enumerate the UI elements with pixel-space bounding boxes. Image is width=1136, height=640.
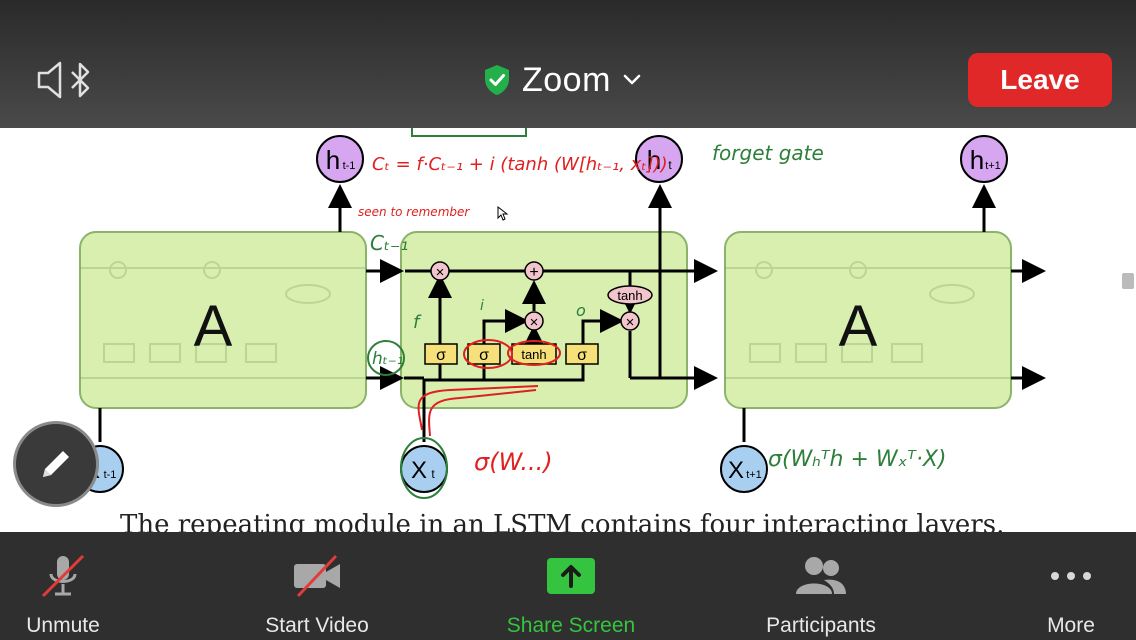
annotation-sigma-w: σ(W...) [474,448,553,476]
meeting-title[interactable]: Zoom [482,58,643,102]
annotate-pen-button[interactable] [13,421,99,507]
gate-forget: σ [436,347,446,364]
svg-text:t-1: t-1 [343,160,356,172]
svg-text:X: X [728,457,744,484]
participants-icon [796,557,846,594]
start-video-button[interactable]: Start Video [256,532,378,640]
pencil-icon [43,451,69,477]
mouse-cursor-icon [497,205,509,221]
op-forget-mult: × [436,264,445,281]
scroll-indicator[interactable] [1122,273,1134,289]
share-screen-button[interactable]: Share Screen [506,532,636,640]
speaker-bluetooth-icon[interactable] [36,60,96,100]
share-screen-label: Share Screen [506,614,636,637]
svg-text:t: t [431,467,435,481]
leave-button[interactable]: Leave [968,53,1112,107]
shield-check-icon [485,65,509,95]
op-input-mult: × [530,314,539,331]
cell-center [400,231,688,409]
more-label: More [1047,614,1095,637]
chevron-down-icon[interactable] [621,73,643,87]
video-camera-off-icon [294,554,340,598]
shared-screen: A A [0,128,1136,532]
node-x-cur: X t [400,445,448,493]
node-h-prev: h t-1 [316,135,364,183]
annotation-i: i [480,298,484,314]
microphone-muted-icon [41,554,85,598]
annotation-h-t1: hₜ₋₁ [372,349,404,369]
node-h-cur: h t [635,135,683,183]
annotation-c-prev: Cₜ₋₁ [370,231,408,255]
annotation-cell-equation: Cₜ = f·Cₜ₋₁ + i (tanh (W[hₜ₋₁, xₜ])) [372,154,668,175]
meeting-toolbar: Unmute Start Video Share Screen [0,532,1136,640]
more-dots-icon [1051,572,1091,580]
more-button[interactable]: More [1036,532,1106,640]
svg-text:h: h [970,145,984,175]
node-h-next: h t+1 [960,135,1008,183]
meeting-header: Zoom Leave [0,0,1136,128]
svg-text:h: h [647,145,661,175]
svg-text:t: t [668,158,672,172]
gate-layers: σ σ tanh σ [424,343,599,365]
tanh-output: tanh [617,288,642,303]
annotation-o: o [576,301,586,320]
cell-right-label: A [839,294,878,359]
svg-text:h: h [326,145,340,175]
gate-output: σ [577,347,587,364]
gate-input: σ [479,347,489,364]
annotation-f: f [413,312,422,333]
annotation-forget-gate: forget gate [712,141,824,165]
cell-left-label: A [194,294,233,359]
pointwise-ops: × + × × tanh [430,261,653,331]
annotation-seen: seen to remember [358,205,470,219]
participants-button[interactable]: Participants [760,532,882,640]
node-x-next: X t+1 [720,445,768,493]
svg-text:t-1: t-1 [104,469,117,481]
cell-right: A [724,231,1012,409]
svg-text:t+1: t+1 [746,469,762,481]
diagram-caption: The repeating module in an LSTM contains… [120,510,1005,532]
svg-text:X: X [411,457,427,484]
unmute-label: Unmute [26,614,100,637]
start-video-label: Start Video [265,614,369,637]
share-screen-icon [547,558,595,594]
lstm-diagram: A A [76,128,1046,499]
annotation-sigma-formula: σ(Wₕᵀh + Wₓᵀ·X) [768,447,947,472]
app-title: Zoom [522,60,611,99]
op-output-mult: × [626,314,635,331]
cell-left: A [79,231,367,409]
unmute-button[interactable]: Unmute [14,532,112,640]
op-cell-add: + [529,264,538,281]
participants-label: Participants [766,614,876,637]
svg-text:t+1: t+1 [985,160,1001,172]
gate-candidate: tanh [521,347,546,362]
